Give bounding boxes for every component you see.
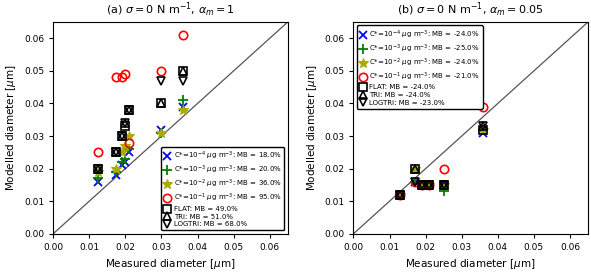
X-axis label: Measured diameter [$\mu$m]: Measured diameter [$\mu$m] bbox=[405, 257, 536, 271]
Title: (a) $\sigma = 0$ N m$^{-1}$, $\alpha_m = 1$: (a) $\sigma = 0$ N m$^{-1}$, $\alpha_m =… bbox=[106, 1, 235, 19]
Legend: C*=10$^{-4}$ $\mu$g m$^{-3}$: MB = -24.0%, C*=10$^{-3}$ $\mu$g m$^{-3}$: MB = -2: C*=10$^{-4}$ $\mu$g m$^{-3}$: MB = -24.0… bbox=[357, 26, 483, 109]
X-axis label: Measured diameter [$\mu$m]: Measured diameter [$\mu$m] bbox=[105, 257, 236, 271]
Title: (b) $\sigma = 0$ N m$^{-1}$, $\alpha_m = 0.05$: (b) $\sigma = 0$ N m$^{-1}$, $\alpha_m =… bbox=[397, 1, 544, 19]
Y-axis label: Modelled diameter [$\mu$m]: Modelled diameter [$\mu$m] bbox=[5, 65, 18, 191]
Legend: C*=10$^{-4}$ $\mu$g m$^{-3}$: MB = 18.0%, C*=10$^{-3}$ $\mu$g m$^{-3}$: MB = 20.: C*=10$^{-4}$ $\mu$g m$^{-3}$: MB = 18.0%… bbox=[161, 147, 284, 230]
Y-axis label: Modelled diameter [$\mu$m]: Modelled diameter [$\mu$m] bbox=[305, 65, 319, 191]
